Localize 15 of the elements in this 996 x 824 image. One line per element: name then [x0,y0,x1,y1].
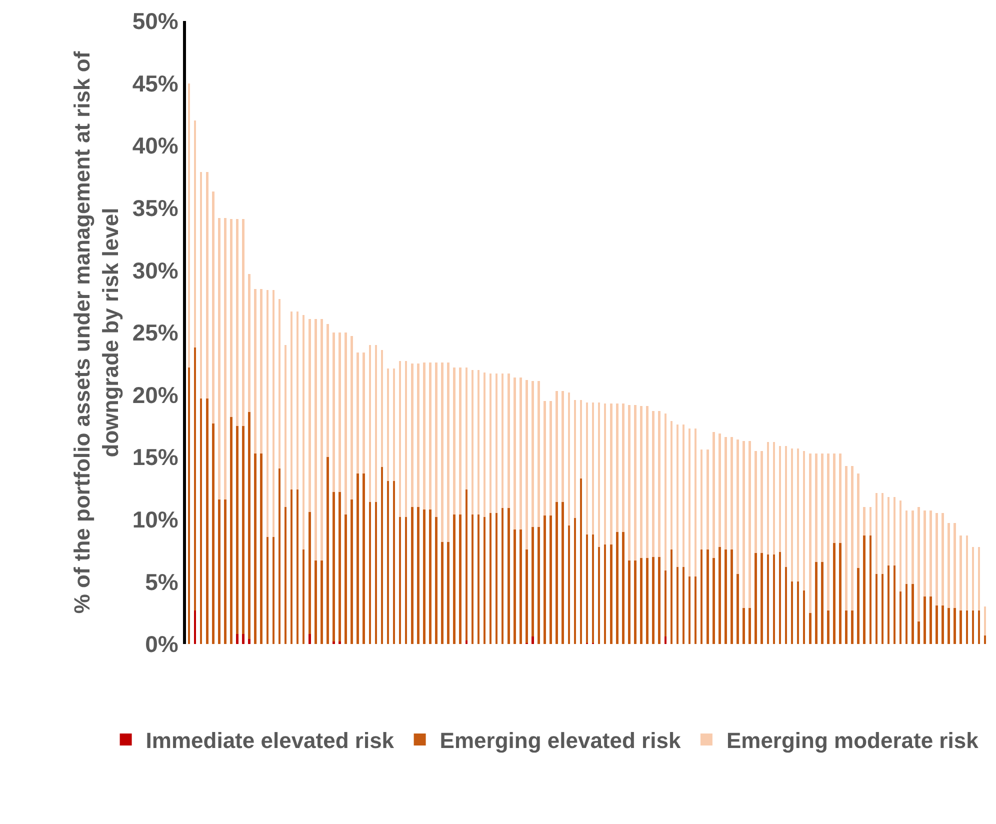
y-tick-label: 15% [132,444,178,470]
y-tick-label: 50% [132,8,178,34]
y-tick-label: 35% [132,194,178,221]
legend-label: Immediate elevated risk [146,728,395,754]
y-axis-title: % of the portfolio assets under management at risk of downgrade by risk level [70,50,124,614]
legend-label: Emerging moderate risk [726,728,980,754]
y-tick-label: 45% [132,70,178,96]
y-tick-label: 40% [132,132,178,159]
y-tick-label: 0% [145,631,178,658]
legend-label: Emerging elevated risk [440,728,682,754]
y-tick-label: 5% [145,568,178,595]
y-tick-label: 10% [132,506,178,532]
y-tick-label: 20% [132,382,178,408]
y-tick-label: 30% [132,257,178,284]
y-tick-label: 25% [132,320,178,346]
